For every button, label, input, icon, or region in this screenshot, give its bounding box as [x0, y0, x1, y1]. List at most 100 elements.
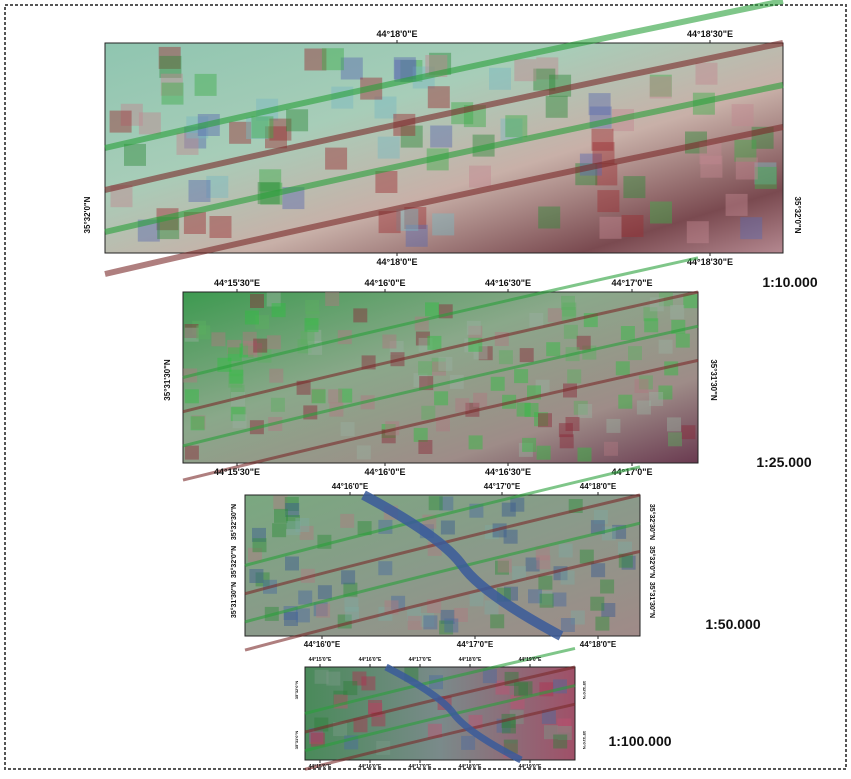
image-pixel	[322, 48, 344, 70]
image-pixel	[375, 171, 397, 193]
image-pixel	[510, 498, 524, 512]
image-pixel	[191, 416, 205, 430]
left-coordinate-label: 35°32'30"N	[230, 504, 238, 540]
image-pixel	[438, 357, 452, 371]
image-pixel	[623, 176, 645, 198]
image-pixel	[345, 607, 359, 621]
top-coordinate-label: 44°19'0"E	[519, 657, 542, 663]
image-pixel	[519, 681, 533, 695]
image-pixel	[316, 604, 330, 618]
image-pixel	[325, 292, 339, 306]
image-pixel	[560, 434, 574, 448]
image-pixel	[649, 392, 663, 406]
right-coordinate-label: 35°32'0"N	[648, 546, 656, 578]
image-pixel	[517, 403, 531, 417]
image-pixel	[394, 57, 416, 79]
top-coordinate-label: 44°16'30"E	[485, 278, 531, 288]
image-pixel	[312, 389, 326, 403]
image-pixel	[196, 325, 210, 339]
image-pixel	[548, 308, 562, 322]
image-pixel	[340, 514, 354, 528]
bottom-coordinate-label: 44°16'30"E	[485, 467, 531, 477]
image-pixel	[566, 417, 580, 431]
image-pixel	[429, 496, 443, 510]
image-pixel	[298, 591, 312, 605]
image-pixel	[667, 417, 681, 431]
scale-label: 1:100.000	[608, 733, 671, 749]
top-coordinate-label: 44°18'0"E	[580, 482, 617, 491]
image-pixel	[301, 331, 315, 345]
image-pixel	[249, 569, 263, 583]
top-coordinate-label: 44°17'0"E	[611, 278, 652, 288]
left-coordinate-label: 35°32'0"N	[294, 681, 299, 700]
bottom-coordinate-label: 44°17'0"E	[409, 764, 432, 770]
image-pixel	[578, 404, 592, 418]
image-pixel	[600, 217, 622, 239]
image-pixel	[659, 340, 673, 354]
image-pixel	[305, 318, 319, 332]
image-pixel	[469, 435, 483, 449]
bottom-coordinate-label: 44°18'0"E	[580, 640, 617, 649]
image-pixel	[421, 406, 435, 420]
image-pixel	[618, 395, 632, 409]
top-coordinate-label: 44°17'0"E	[484, 482, 521, 491]
image-pixel	[274, 509, 288, 523]
image-pixel	[591, 563, 605, 577]
image-pixel	[326, 672, 340, 686]
right-coordinate-label: 35°31'30"N	[709, 359, 718, 401]
left-coordinate-label: 35°32'0"N	[230, 546, 238, 578]
top-coordinate-label: 44°17'0"E	[409, 657, 432, 663]
bottom-coordinate-label: 44°18'0"E	[376, 257, 417, 267]
image-pixel	[522, 438, 536, 452]
image-pixel	[578, 448, 592, 462]
image-pixel	[272, 523, 286, 537]
image-pixel	[427, 336, 441, 350]
image-pixel	[423, 615, 437, 629]
image-pixel	[546, 96, 568, 118]
image-pixel	[537, 446, 551, 460]
image-pixel	[245, 311, 259, 325]
image-pixel	[341, 570, 355, 584]
image-pixel	[428, 86, 450, 108]
image-pixel	[499, 350, 513, 364]
image-pixel	[732, 104, 754, 126]
image-pixel	[382, 335, 396, 349]
image-pixel	[604, 442, 618, 456]
image-pixel	[430, 126, 452, 148]
image-pixel	[469, 166, 491, 188]
image-pixel	[650, 77, 672, 99]
image-pixel	[233, 414, 247, 428]
top-coordinate-label: 44°15'30"E	[214, 278, 260, 288]
map-panel	[305, 648, 575, 769]
image-pixel	[328, 389, 342, 403]
bottom-coordinate-label: 44°17'0"E	[457, 640, 494, 649]
left-coordinate-label: 35°31'30"N	[230, 582, 238, 618]
image-pixel	[700, 156, 722, 178]
bottom-coordinate-label: 44°16'0"E	[359, 764, 382, 770]
image-pixel	[343, 681, 357, 695]
image-pixel	[318, 585, 332, 599]
map-panel	[105, 1, 783, 274]
image-pixel	[210, 216, 232, 238]
image-pixel	[668, 432, 682, 446]
image-pixel	[455, 398, 469, 412]
image-pixel	[253, 538, 267, 552]
image-pixel	[520, 348, 534, 362]
image-pixel	[681, 425, 695, 439]
image-pixel	[425, 302, 439, 316]
image-pixel	[644, 318, 658, 332]
image-pixel	[621, 326, 635, 340]
image-pixel	[483, 669, 497, 683]
scale-label: 1:25.000	[756, 454, 811, 470]
image-pixel	[540, 594, 554, 608]
image-pixel	[295, 518, 309, 532]
image-pixel	[444, 619, 458, 633]
image-pixel	[378, 137, 400, 159]
image-pixel	[267, 335, 281, 349]
image-pixel	[461, 736, 475, 750]
top-coordinate-label: 44°16'0"E	[364, 278, 405, 288]
right-coordinate-label: 35°32'0"N	[793, 197, 802, 234]
image-pixel	[375, 97, 397, 119]
image-pixel	[616, 361, 630, 375]
image-pixel	[552, 593, 566, 607]
